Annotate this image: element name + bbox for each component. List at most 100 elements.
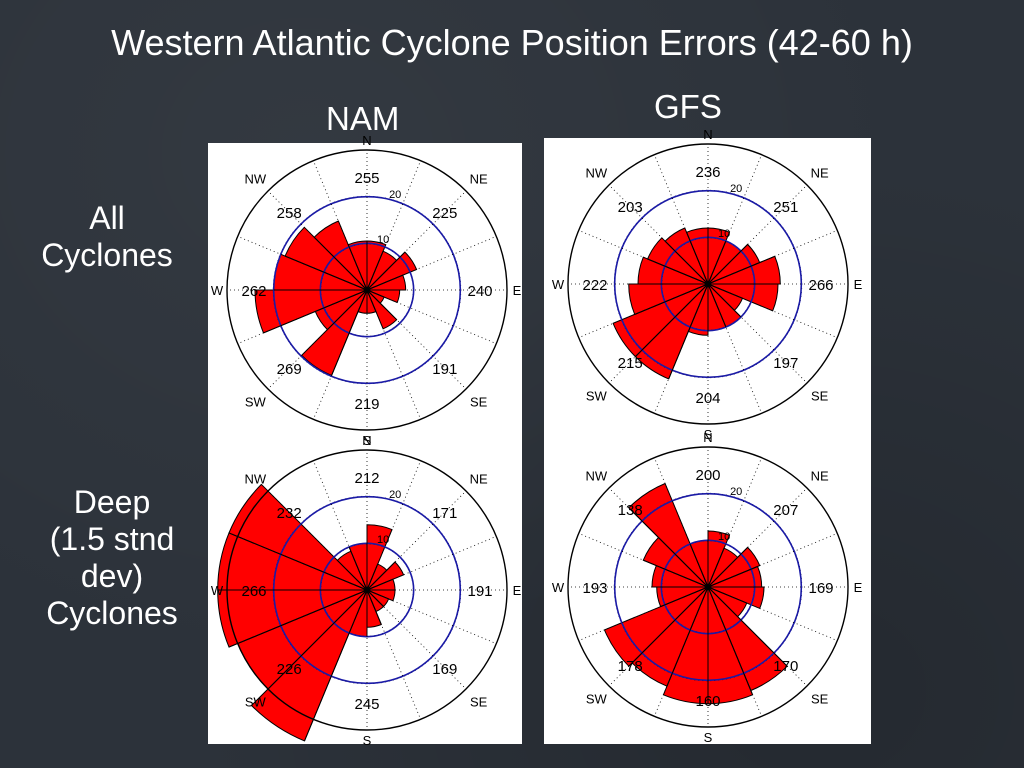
direction-label-se: SE (470, 395, 488, 410)
row-label-deep-cyclones: Deep (1.5 stnd dev) Cyclones (22, 484, 202, 632)
spoke-7 (366, 589, 421, 720)
wedge-edge-9 (304, 589, 368, 742)
direction-label-w: W (552, 277, 565, 292)
wedge-edge-14 (664, 240, 709, 285)
sector-count-nw: 258 (277, 205, 302, 222)
wedge-edge-15 (347, 244, 368, 291)
sector-count-ne: 171 (432, 505, 457, 522)
wedge-10 (612, 283, 709, 358)
direction-label-sw: SW (586, 692, 608, 707)
wedge-edge-9 (666, 586, 709, 687)
wedge-edge-5 (366, 289, 385, 298)
spoke-2 (366, 490, 467, 591)
direction-label-ne: NE (470, 171, 488, 186)
direction-label-n: N (362, 133, 371, 148)
wedge-edge-7 (366, 289, 377, 312)
direction-label-w: W (211, 583, 224, 598)
wedge-edge-2 (707, 244, 748, 285)
wedge-edge-6 (366, 289, 398, 321)
wedge-13 (228, 483, 368, 591)
spoke-5 (707, 283, 838, 338)
direction-label-n: N (362, 433, 371, 448)
direction-label-n: N (703, 430, 712, 445)
wedge-2 (366, 561, 405, 591)
sector-count-s: 245 (354, 696, 379, 713)
wedge-edge-2 (707, 547, 748, 588)
sector-count-sw: 226 (277, 661, 302, 678)
row-label-deep-cyclones-text: Deep (1.5 stnd dev) Cyclones (46, 484, 178, 631)
spoke-13 (237, 236, 368, 291)
wedge-edge-10 (267, 589, 368, 690)
sector-count-s: 219 (354, 396, 379, 413)
wedge-edge-6 (707, 283, 742, 318)
spoke-9 (313, 289, 368, 420)
spoke-3 (366, 536, 497, 591)
spoke-9 (654, 586, 709, 717)
spoke-7 (707, 283, 762, 414)
ring-label-10: 10 (377, 534, 389, 546)
wedge-edge-11 (660, 586, 709, 608)
row-label-all-cyclones-text: All Cyclones (41, 200, 173, 273)
wedge-edge-7 (366, 589, 382, 625)
sector-count-w: 222 (582, 277, 607, 294)
sector-count-e: 191 (467, 583, 492, 600)
spoke-5 (366, 589, 497, 644)
wedge-edge-11 (228, 589, 368, 648)
spoke-5 (707, 586, 838, 641)
spoke-10 (608, 283, 709, 384)
outer-circle (226, 149, 508, 431)
sector-count-ne: 225 (432, 205, 457, 222)
direction-label-sw: SW (245, 395, 267, 410)
ring-label-20: 20 (389, 189, 401, 201)
sector-count-w: 193 (582, 580, 607, 597)
wedge-edge-15 (348, 546, 368, 591)
wedge-edge-5 (366, 589, 389, 600)
direction-label-s: S (704, 427, 713, 442)
spoke-15 (313, 460, 368, 591)
spoke-10 (608, 586, 709, 687)
wedge-edge-15 (686, 232, 709, 285)
spoke-1 (707, 457, 762, 588)
sector-count-w: 266 (241, 583, 266, 600)
spoke-2 (707, 184, 808, 285)
wedge-edge-5 (707, 586, 747, 604)
spoke-14 (267, 490, 368, 591)
wedge-edge-3 (707, 255, 775, 285)
direction-label-n: N (703, 127, 712, 142)
sector-count-ne: 251 (773, 199, 798, 216)
spoke-1 (366, 460, 421, 591)
spoke-11 (578, 586, 709, 641)
sector-count-se: 197 (773, 355, 798, 372)
sector-count-sw: 215 (618, 355, 643, 372)
wedge-edge-3 (707, 566, 758, 588)
wedge-edge-13 (647, 258, 709, 285)
direction-label-ne: NE (811, 165, 829, 180)
wedge-11 (628, 283, 709, 316)
direction-label-sw: SW (245, 695, 267, 710)
wedge-14 (313, 220, 368, 291)
spoke-11 (578, 283, 709, 338)
direction-label-se: SE (470, 695, 488, 710)
direction-label-s: S (363, 433, 372, 448)
wedge-edge-7 (707, 586, 754, 695)
spoke-15 (313, 160, 368, 291)
spoke-13 (578, 230, 709, 285)
sector-count-w: 262 (241, 283, 266, 300)
wedge-edge-3 (366, 578, 394, 591)
spoke-15 (654, 457, 709, 588)
direction-label-e: E (854, 580, 863, 595)
wedge-edge-13 (284, 255, 368, 291)
spoke-6 (707, 586, 808, 687)
sector-count-n: 255 (354, 170, 379, 187)
sector-count-nw: 203 (618, 199, 643, 216)
spoke-1 (366, 160, 421, 291)
wedge-edge-2 (366, 251, 406, 291)
reference-ring-20 (613, 189, 803, 379)
spoke-11 (237, 289, 368, 344)
direction-label-s: S (704, 730, 713, 745)
wedge-edge-1 (707, 548, 725, 588)
direction-label-nw: NW (585, 468, 607, 483)
